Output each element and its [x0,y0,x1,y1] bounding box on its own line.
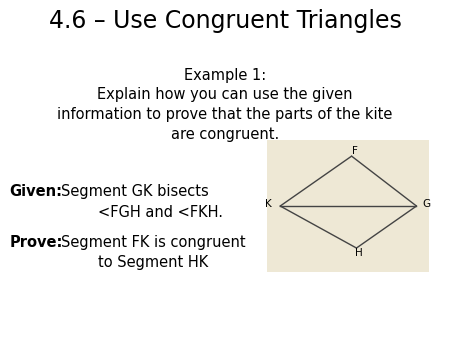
Text: Segment FK is congruent
        to Segment HK: Segment FK is congruent to Segment HK [61,235,245,270]
Text: Explain how you can use the given
information to prove that the parts of the kit: Explain how you can use the given inform… [57,87,393,142]
Text: Prove:: Prove: [9,235,63,250]
Text: G: G [422,199,430,209]
Text: Given:: Given: [9,184,63,199]
Text: Example 1:: Example 1: [184,68,266,83]
Text: H: H [355,248,363,258]
Text: F: F [352,146,358,156]
Text: Segment GK bisects
        <FGH and <FKH.: Segment GK bisects <FGH and <FKH. [61,184,223,220]
Text: K: K [265,199,272,209]
Bar [267,140,429,272]
Text: 4.6 – Use Congruent Triangles: 4.6 – Use Congruent Triangles [49,9,401,33]
